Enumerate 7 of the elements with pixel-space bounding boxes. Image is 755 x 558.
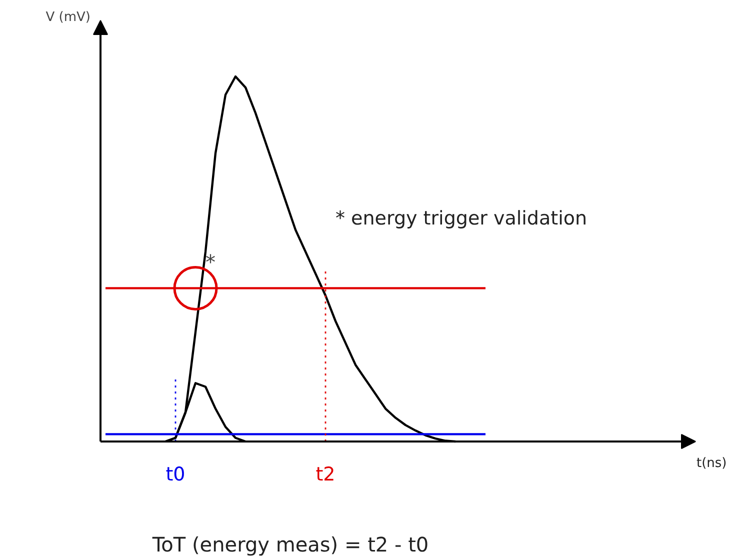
text: ToT (energy meas) = t2 - t0 bbox=[151, 532, 429, 556]
x-tick-label: t0 bbox=[166, 464, 186, 486]
x-tick-label: t2 bbox=[316, 464, 336, 486]
annotation: * energy trigger validation bbox=[336, 208, 588, 230]
text: t(ns) bbox=[696, 456, 727, 471]
annotation: * bbox=[206, 250, 216, 274]
y-axis-title: V (mV) bbox=[46, 10, 91, 25]
